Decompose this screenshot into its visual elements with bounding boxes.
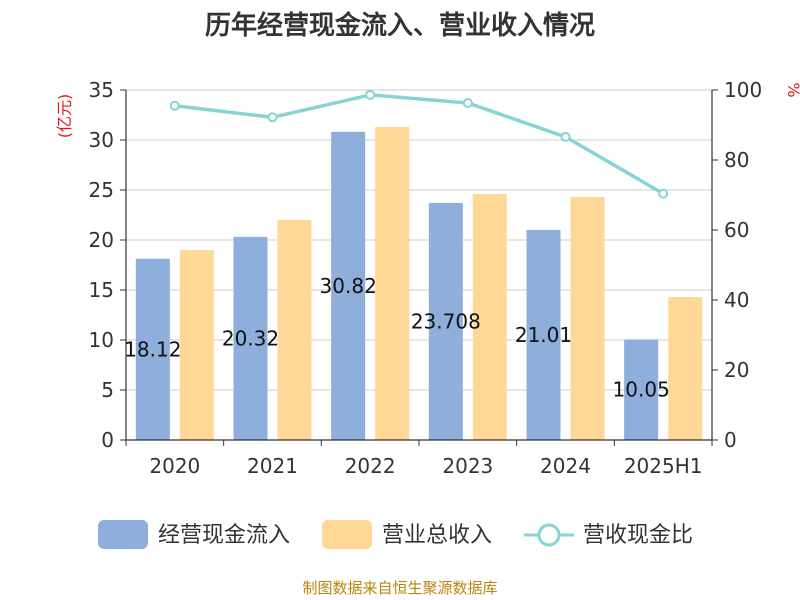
- left-axis-tick-label: 30: [89, 128, 114, 152]
- bars: [135, 127, 703, 441]
- ratio-point: [658, 188, 669, 199]
- bar-revenue: [179, 250, 214, 440]
- x-axis-tick-label: 2020: [149, 454, 200, 478]
- bar-cash-inflow: [526, 229, 561, 440]
- legend-label-revenue: 营业总收入: [382, 523, 492, 548]
- bar-cash-inflow: [331, 131, 366, 441]
- ratio-point: [365, 89, 376, 100]
- legend-swatch-revenue: [322, 520, 372, 549]
- bar-revenue: [472, 194, 507, 440]
- right-axis-tick-label: 20: [724, 358, 749, 382]
- ratio-point: [560, 131, 571, 142]
- chart-title: 历年经营现金流入、营业收入情况: [205, 10, 595, 41]
- ratio-point: [169, 100, 180, 111]
- bar-revenue: [668, 297, 703, 440]
- x-axis-tick-label: 2023: [442, 454, 493, 478]
- bar-cash-inflow: [135, 258, 170, 440]
- right-axis-unit: %: [784, 82, 800, 97]
- ratio-line: [169, 89, 669, 199]
- left-axis-unit: (亿元): [55, 94, 74, 139]
- left-axis-tick-label: 15: [89, 278, 114, 302]
- left-axis-tick-label: 5: [101, 378, 114, 402]
- axes: 0 5 10 15 20 25 30 35 0 20 40 60 80 100 2020 2021 2022 20…: [89, 78, 763, 478]
- legend: 经营现金流入 营业总收入 营收现金比: [98, 520, 693, 549]
- bar-revenue: [375, 127, 410, 440]
- left-axis-tick-label: 25: [89, 178, 114, 202]
- data-label-cash-inflow: 10.05: [613, 378, 670, 402]
- right-axis-tick-label: 80: [724, 148, 749, 172]
- source-note: 制图数据来自恒生聚源数据库: [302, 579, 497, 597]
- left-axis-tick-label: 10: [89, 328, 114, 352]
- legend-label-cash-inflow: 经营现金流入: [158, 523, 290, 548]
- left-axis-tick-label: 0: [101, 428, 114, 452]
- data-label-cash-inflow: 23.708: [411, 309, 481, 333]
- data-label-cash-inflow: 21.01: [515, 323, 572, 347]
- bar-revenue: [570, 197, 605, 440]
- bar-cash-inflow: [233, 236, 268, 440]
- gridlines: [126, 89, 712, 391]
- bar-revenue: [277, 220, 312, 440]
- legend-swatch-ratio-marker: [537, 523, 561, 547]
- ratio-point: [267, 112, 278, 123]
- data-label-cash-inflow: 20.32: [222, 326, 279, 350]
- data-label-cash-inflow: 30.82: [320, 274, 377, 298]
- data-labels: 18.12 20.32 30.82 23.708 21.01 10.05: [124, 274, 670, 402]
- legend-label-ratio: 营收现金比: [583, 523, 693, 548]
- bar-cash-inflow: [624, 339, 659, 440]
- data-label-cash-inflow: 18.12: [124, 337, 181, 361]
- legend-swatch-cash-inflow: [98, 520, 148, 549]
- left-axis-tick-label: 20: [89, 228, 114, 252]
- x-axis-tick-label: 2024: [540, 454, 591, 478]
- x-axis-tick-label: 2021: [247, 454, 298, 478]
- right-axis-tick-label: 40: [724, 288, 749, 312]
- ratio-line-path: [174, 93, 665, 196]
- ratio-point: [462, 97, 473, 108]
- right-axis-tick-label: 100: [724, 78, 762, 102]
- right-axis-tick-label: 60: [724, 218, 749, 242]
- x-axis-tick-label: 2022: [345, 454, 396, 478]
- left-axis-tick-label: 35: [89, 78, 114, 102]
- x-axis-tick-label: 2025H1: [624, 454, 703, 478]
- bar-cash-inflow: [428, 202, 463, 440]
- right-axis-tick-label: 0: [724, 428, 737, 452]
